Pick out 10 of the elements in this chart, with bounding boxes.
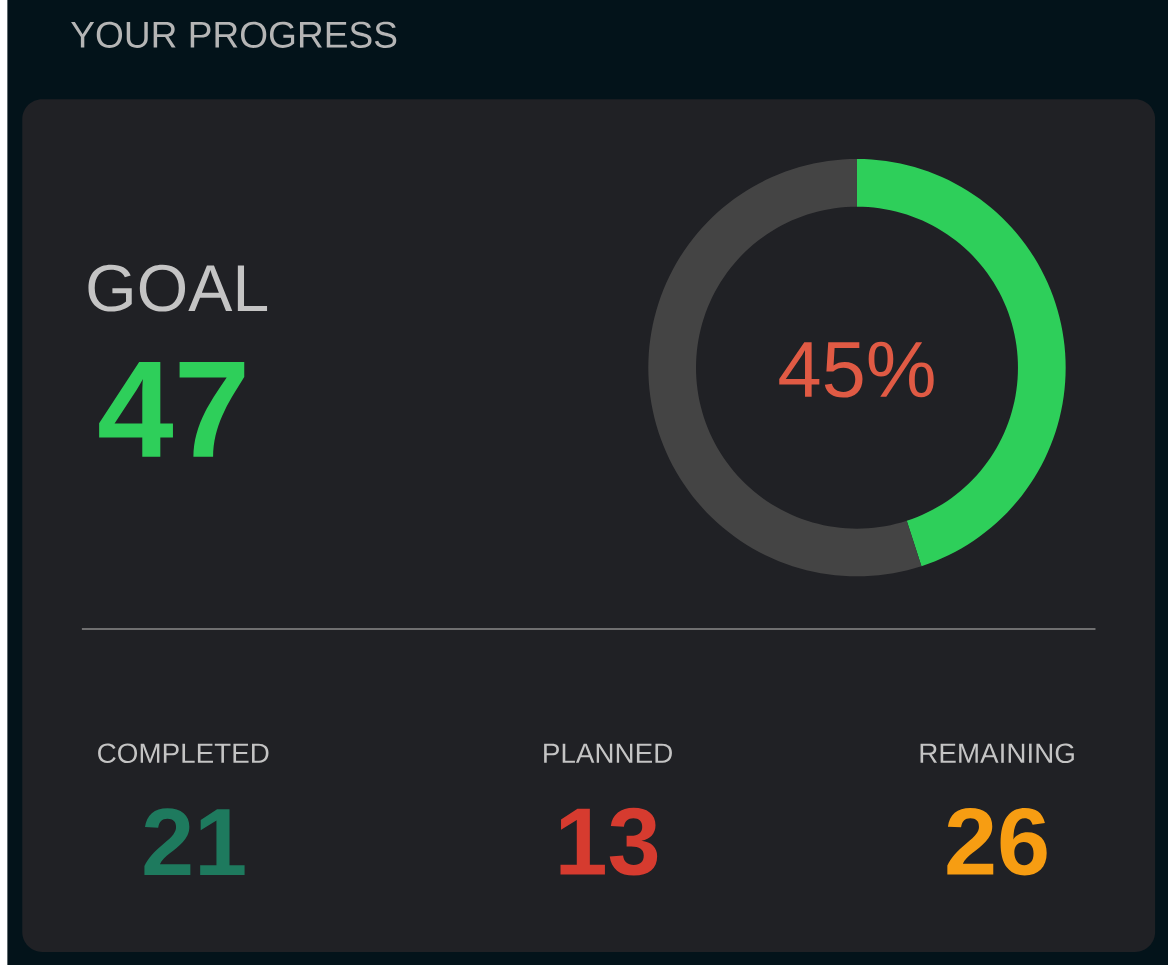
text: COMPLETED — [98, 743, 269, 764]
text: 47 — [99, 362, 245, 457]
text: GOAL — [88, 264, 268, 312]
text: 26 — [947, 807, 1047, 876]
text: REMAINING — [920, 743, 1074, 764]
text: YOUR PROGRESS — [71, 21, 397, 48]
text: PLANNED — [544, 743, 672, 763]
text: 45% — [779, 341, 934, 398]
text: 21 — [144, 808, 245, 876]
text: 13 — [560, 807, 658, 876]
